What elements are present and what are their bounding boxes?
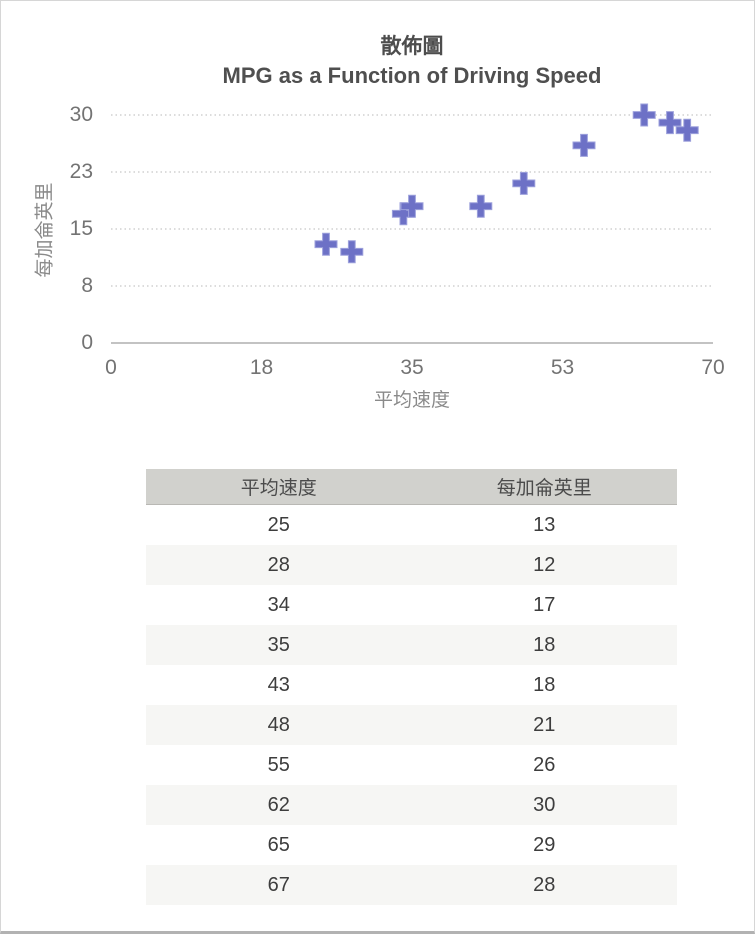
- scatter-point: [658, 111, 682, 135]
- table-cell: 12: [533, 553, 556, 576]
- chart-title: 散佈圖: [380, 35, 444, 58]
- table-cell: 55: [267, 753, 290, 776]
- table-cell: 62: [267, 793, 290, 816]
- table-row: 62 30: [146, 785, 677, 825]
- table-cell: 29: [533, 833, 556, 856]
- scatter-point: [632, 103, 656, 127]
- plot-area: [111, 103, 713, 344]
- scatter-point: [675, 118, 699, 142]
- table-row: 43 18: [146, 665, 677, 705]
- header-row: 平均速度 每加侖英里: [146, 469, 677, 505]
- y-tick-label: 30: [69, 103, 93, 126]
- x-tick-label: 0: [105, 356, 117, 379]
- table-cell: 25: [267, 513, 290, 536]
- table-cell: 34: [267, 593, 290, 616]
- header-cell-mpg: 每加侖英里: [411, 469, 677, 505]
- table-row: 67 28: [146, 865, 677, 905]
- table-cell: 28: [267, 553, 290, 576]
- table-cell: 28: [533, 873, 556, 896]
- y-tick-label: 23: [69, 160, 93, 183]
- y-tick-label: 15: [69, 217, 93, 240]
- x-tick-label: 35: [400, 356, 424, 379]
- table-row: 25 13: [146, 504, 677, 545]
- scatter-point: [400, 194, 424, 218]
- data-table-body: 25 13 28 12 34 17 35 18 43 18 48 21 55 26 62 30 65 29 67 28: [146, 504, 677, 905]
- table-row: 48 21: [146, 705, 677, 745]
- x-tick-label: 18: [249, 356, 274, 379]
- table-cell: 18: [533, 673, 556, 696]
- table-cell: 43: [267, 673, 290, 696]
- data-table-header: 平均速度 每加侖英里: [146, 469, 677, 505]
- table-cell: 30: [533, 793, 556, 816]
- table-row: 65 29: [146, 825, 677, 865]
- table-cell: 67: [267, 873, 290, 896]
- scatter-point: [512, 171, 536, 195]
- y-tick-label: 8: [81, 274, 93, 297]
- table-cell: 26: [533, 753, 556, 776]
- table-row: 35 18: [146, 625, 677, 665]
- table-cell: 48: [267, 713, 290, 736]
- table-cell: 65: [267, 833, 290, 856]
- scatter-point: [340, 240, 364, 264]
- y-axis-title: 每加侖英里: [34, 182, 56, 278]
- data-table: 平均速度 每加侖英里 25 13 28 12 34 17 35 18 43 18 48 21 55 26 6…: [146, 469, 677, 905]
- y-tick-label: 0: [81, 331, 93, 354]
- table-row: 34 17: [146, 585, 677, 625]
- chart-subtitle: MPG as a Function of Driving Speed: [222, 63, 602, 88]
- table-cell: 35: [267, 633, 290, 656]
- x-axis-title: 平均速度: [373, 390, 450, 411]
- table-cell: 18: [533, 633, 556, 656]
- table-row: 55 26: [146, 745, 677, 785]
- x-tick-label: 70: [701, 356, 725, 379]
- scatter-point: [572, 133, 596, 157]
- scatter-point: [314, 232, 338, 256]
- table-row: 28 12: [146, 545, 677, 585]
- header-cell-speed: 平均速度: [146, 469, 412, 505]
- table-cell: 13: [533, 513, 556, 536]
- table-cell: 17: [533, 593, 556, 616]
- scatter-point: [469, 194, 493, 218]
- x-tick-label: 53: [550, 356, 575, 379]
- table-cell: 21: [533, 713, 556, 736]
